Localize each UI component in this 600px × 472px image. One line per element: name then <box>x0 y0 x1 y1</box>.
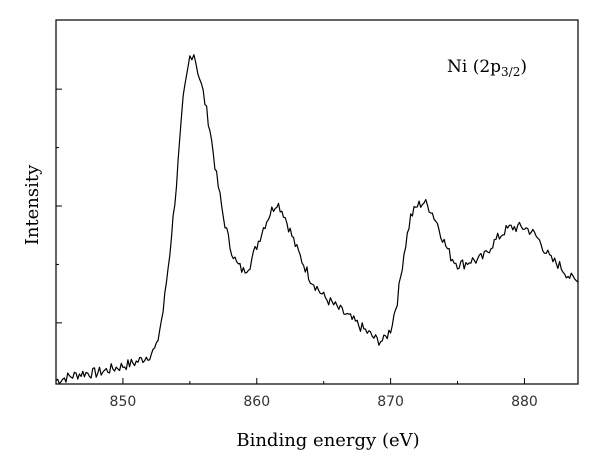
tick-label-group: 850 860 870 880 <box>110 394 538 410</box>
series-line <box>55 54 579 385</box>
tick-group <box>55 88 525 384</box>
x-tick-label: 880 <box>511 394 538 410</box>
peak-annotation: Ni (2p3/2) <box>447 57 527 79</box>
x-tick-label: 850 <box>110 394 137 410</box>
annotation-close: ) <box>520 57 527 77</box>
plot-frame <box>55 19 579 385</box>
x-tick-label: 870 <box>377 394 404 410</box>
y-axis-title: Intensity <box>22 164 43 245</box>
x-tick-label: 860 <box>243 394 270 410</box>
annotation-subscript: 3/2 <box>501 65 520 79</box>
x-axis-title: Binding energy (eV) <box>236 430 419 451</box>
annotation-base: Ni (2p <box>447 57 501 77</box>
